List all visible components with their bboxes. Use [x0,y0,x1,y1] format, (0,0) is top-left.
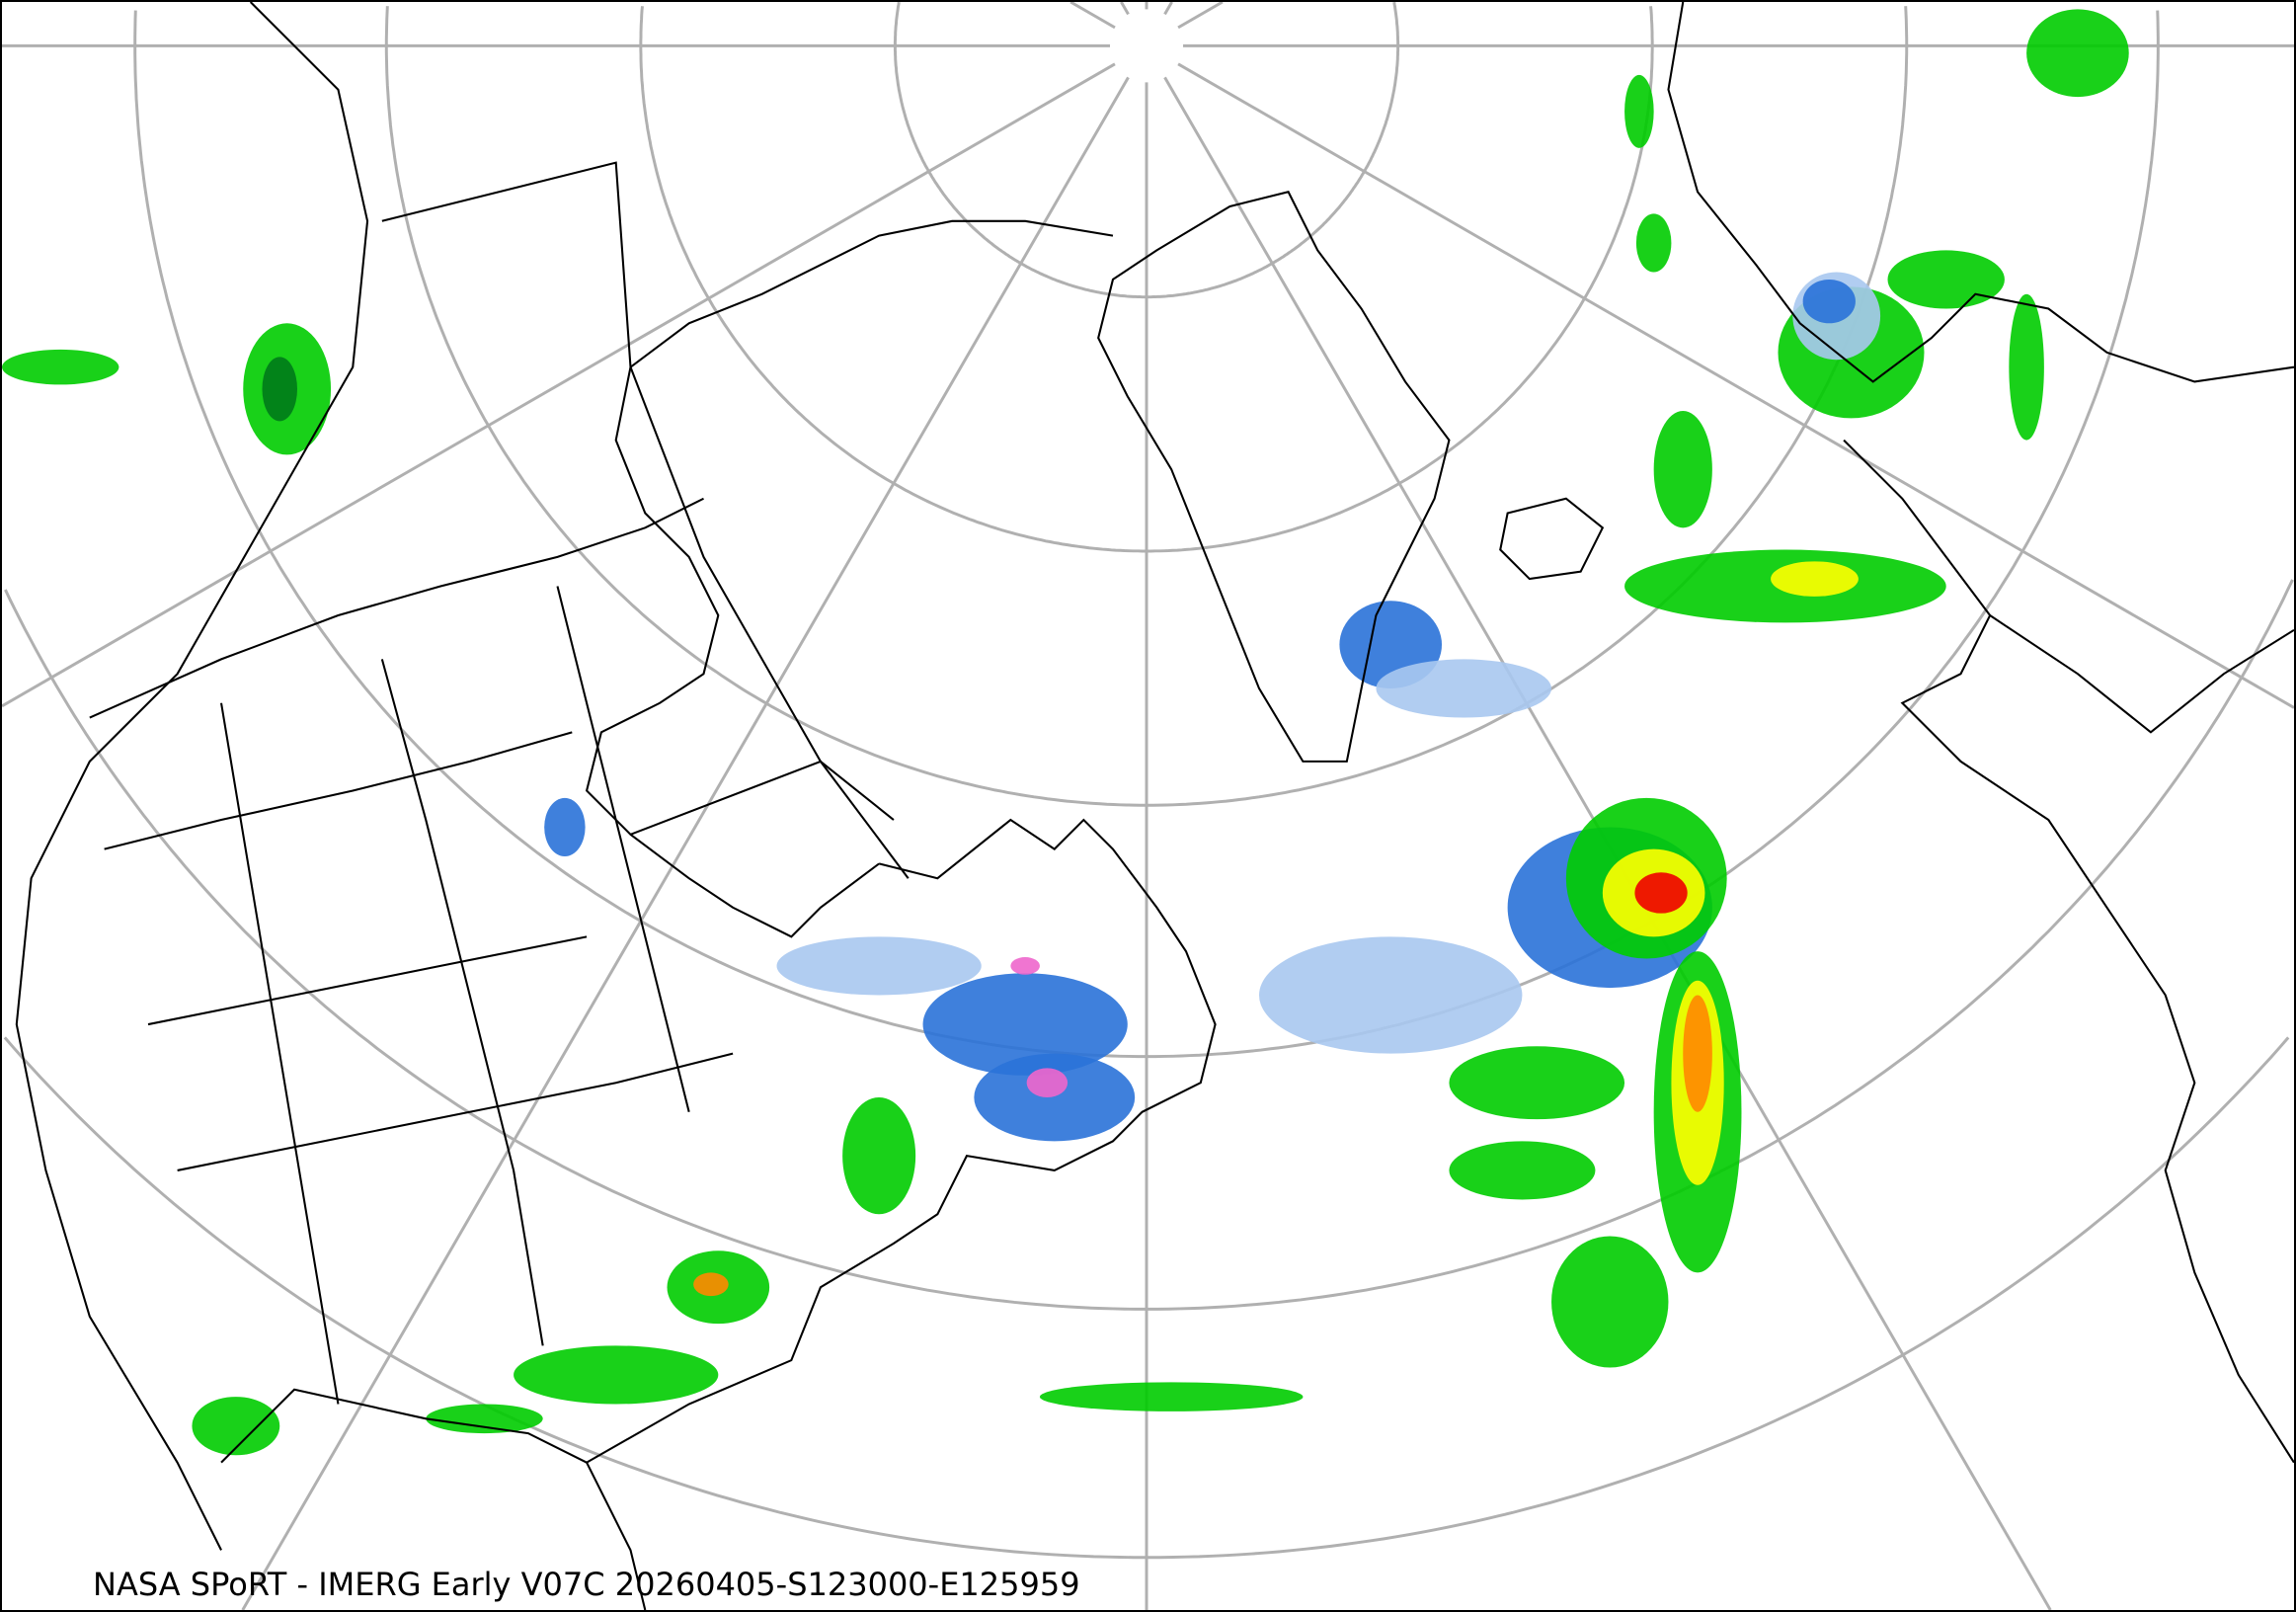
boundary-line [220,1388,647,1610]
coastlines-and-borders [15,2,2294,1610]
boundary-line [220,702,340,1405]
meridian-line [2,62,1116,708]
precipitation-area [1376,659,1552,718]
precipitation-area [1449,1046,1625,1120]
latitude-circle [384,6,1148,807]
precipitation-area [776,936,982,996]
precipitation-area [2009,293,2044,441]
precipitation-area [426,1404,543,1434]
precipitation-area [693,1272,729,1297]
boundary-line [15,2,369,1551]
precipitation-area [2026,9,2129,98]
meridian-line [1177,2,1224,30]
precipitation-area [1771,561,1859,597]
boundary-line [1499,497,1605,581]
precipitation-area [1887,250,2005,309]
meridian-line [1177,62,2294,709]
precipitation-area [192,1397,280,1456]
meridian-line [241,76,1130,1610]
boundary-line [177,1052,734,1171]
precipitation-area [842,1096,916,1215]
precipitation-area [1551,1236,1669,1368]
boundary-line [630,760,895,836]
precipitation-layer [2,9,2129,1456]
boundary-line [147,935,588,1026]
precipitation-area [1683,995,1712,1112]
latitude-circle [133,10,1148,1059]
map-caption: NASA SPoRT - IMERG Early V07C 20260405-S… [93,1566,1080,1603]
meridian-line [1163,2,1173,16]
precipitation-area [1624,74,1654,148]
latitude-circle [1147,579,2294,1311]
precipitation-area [1635,213,1672,273]
latitude-circle [1147,2,1400,299]
boundary-line [556,586,690,1113]
meridian-line [1069,2,1116,30]
precipitation-area [1653,411,1712,528]
boundary-line [89,497,704,719]
precipitation-area [922,973,1128,1076]
latitude-circle [4,589,1148,1311]
boundary-line [586,818,1217,1464]
boundary-line [1667,2,2294,383]
precipitation-area [544,797,586,857]
boundary-line [381,161,910,879]
precipitation-area [1802,279,1856,324]
boundary-line [380,659,544,1346]
boundary-line [585,219,1114,938]
latitude-circle [1147,1036,2290,1560]
precipitation-area [2,349,119,385]
precipitation-area [1039,1382,1304,1411]
precipitation-area [974,1053,1136,1142]
precipitation-area [1634,872,1688,914]
boundary-line [1843,439,2294,1464]
precipitation-area [262,357,298,422]
precipitation-area [514,1345,719,1405]
precipitation-area [1258,936,1523,1054]
boundary-line [1989,614,2294,734]
boundary-line [104,731,573,850]
meridian-line [1120,2,1130,16]
latitude-circle [639,6,1148,553]
precipitation-area [1026,1068,1069,1097]
precipitation-area [1449,1141,1596,1200]
boundary-line [1097,191,1451,763]
latitude-circle [893,2,1148,299]
precipitation-area [1010,957,1040,975]
